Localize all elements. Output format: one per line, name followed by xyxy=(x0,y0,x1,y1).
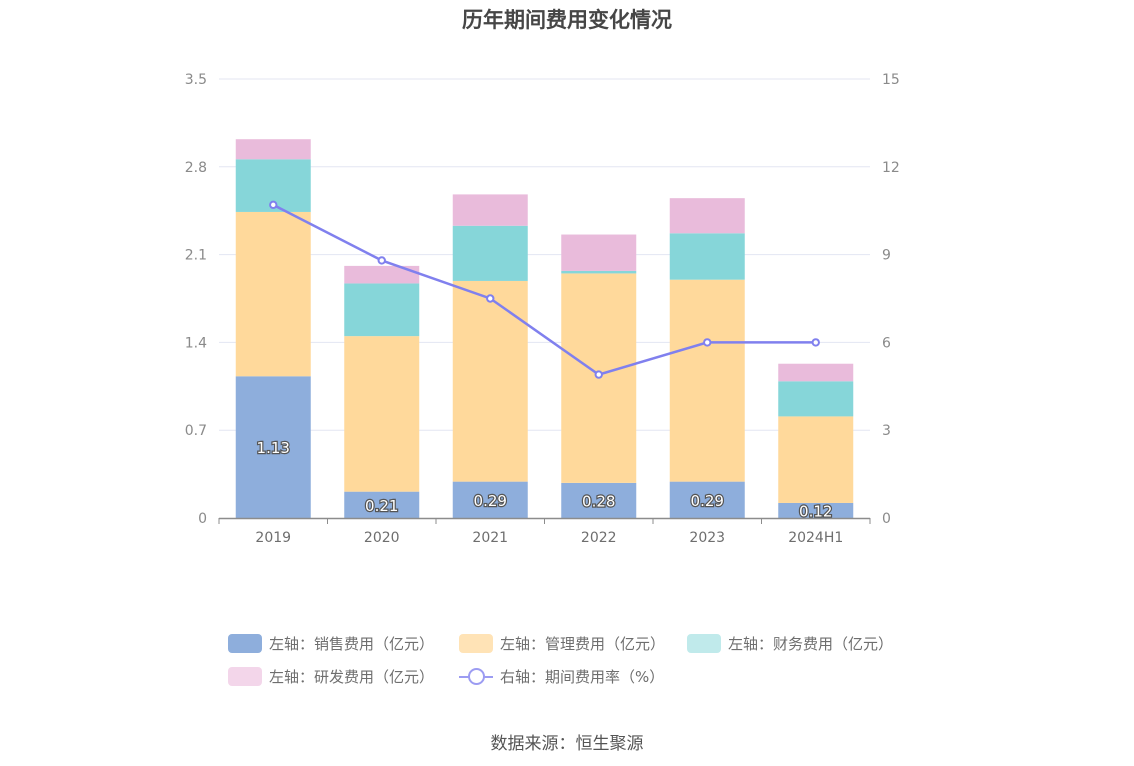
bars-group xyxy=(235,139,854,518)
y-right-tick-label: 0 xyxy=(882,511,891,527)
rate-line xyxy=(272,203,816,376)
bar-segment-2 xyxy=(778,381,854,417)
y-left-tick-label: 0.7 xyxy=(185,423,207,439)
bar-segment-1 xyxy=(452,280,528,482)
data-label: 0.21 xyxy=(365,497,398,515)
bar-segment-3 xyxy=(452,194,528,226)
chart-canvas: 0 0.7 1.4 2.1 2.8 3.5 0 3 6 9 12 15 2019 2020 2021 2022… xyxy=(185,72,900,546)
data-label: 1.13 xyxy=(257,439,290,457)
bar-segment-0 xyxy=(669,481,745,518)
legend-swatch-finance xyxy=(687,633,721,653)
x-tick-label: 2019 xyxy=(255,530,291,546)
y-left-tick-label: 1.4 xyxy=(185,335,207,351)
rate-point xyxy=(594,370,603,379)
legend-item-rd[interactable]: 左轴：研发费用（亿元） xyxy=(228,664,434,688)
legend-label-rd: 左轴：研发费用（亿元） xyxy=(269,667,435,686)
data-label: 0.29 xyxy=(691,492,724,510)
rate-point xyxy=(703,338,712,347)
x-tick-label: 2024H1 xyxy=(788,530,843,546)
legend-item-rate[interactable]: 右轴：期间费用率（%） xyxy=(459,664,664,688)
y-right-tick-label: 9 xyxy=(882,248,891,264)
x-tick-label: 2020 xyxy=(364,530,400,546)
x-tick-label: 2023 xyxy=(689,530,725,546)
bar-segment-3 xyxy=(235,139,311,160)
bar-segment-3 xyxy=(344,265,420,284)
legend-line-rate-icon xyxy=(459,667,493,686)
data-labels-group: 1.13 0.21 0.29 0.28 0.29 0.12 xyxy=(255,438,833,522)
bar-segment-1 xyxy=(235,211,311,377)
rate-point xyxy=(377,256,386,265)
y-right-tick-label: 3 xyxy=(882,423,891,439)
rate-line-group xyxy=(269,200,820,379)
rate-point xyxy=(486,294,495,303)
chart-title: 历年期间费用变化情况 xyxy=(462,8,672,32)
bar-segment-2 xyxy=(669,233,745,280)
bar-segment-3 xyxy=(561,234,637,271)
y-left-tick-label: 0 xyxy=(198,511,207,527)
rate-point xyxy=(811,338,820,347)
bar-segment-2 xyxy=(561,270,637,274)
bar-segment-1 xyxy=(669,279,745,482)
bar-segment-1 xyxy=(778,416,854,503)
legend-item-finance[interactable]: 左轴：财务费用（亿元） xyxy=(687,631,893,655)
legend-item-sales[interactable]: 左轴：销售费用（亿元） xyxy=(228,631,434,655)
y-right-tick-label: 12 xyxy=(882,160,900,176)
legend-swatch-rd xyxy=(228,666,262,686)
source-note: 数据来源：恒生聚源 xyxy=(490,734,644,754)
bar-segment-2 xyxy=(452,225,528,281)
legend-swatch-sales xyxy=(228,633,262,653)
data-label: 0.28 xyxy=(582,492,615,510)
data-label: 0.12 xyxy=(799,502,832,520)
x-tick-label: 2022 xyxy=(581,530,617,546)
legend-label-rate: 右轴：期间费用率（%） xyxy=(500,667,665,686)
y-left-tick-label: 2.8 xyxy=(185,160,207,176)
bar-segment-2 xyxy=(344,283,420,337)
y-right-tick-label: 6 xyxy=(882,335,891,351)
rate-point xyxy=(269,200,278,210)
bar-segment-3 xyxy=(669,198,745,234)
bar-segment-3 xyxy=(778,363,854,382)
bar-segment-0 xyxy=(561,482,637,518)
y-left-tick-label: 3.5 xyxy=(185,72,207,88)
legend-item-admin[interactable]: 左轴：管理费用（亿元） xyxy=(459,631,665,655)
bar-segment-0 xyxy=(778,502,854,518)
y-right-tick-label: 15 xyxy=(882,72,900,88)
legend-label-admin: 左轴：管理费用（亿元） xyxy=(500,634,666,653)
bar-segment-1 xyxy=(344,336,420,492)
y-left-tick-label: 2.1 xyxy=(185,248,207,264)
legend-label-sales: 左轴：销售费用（亿元） xyxy=(269,634,435,653)
axes-group: 0 0.7 1.4 2.1 2.8 3.5 0 3 6 9 12 15 2019 2020 2021 2022… xyxy=(185,72,900,546)
data-label: 0.29 xyxy=(474,492,507,510)
grid-lines xyxy=(219,78,870,431)
x-tick-label: 2021 xyxy=(472,530,508,546)
legend-label-finance: 左轴：财务费用（亿元） xyxy=(728,634,894,653)
bar-segment-0 xyxy=(452,481,528,518)
bar-segment-0 xyxy=(344,491,420,518)
bar-segment-0 xyxy=(235,376,311,518)
legend-swatch-admin xyxy=(459,633,493,653)
